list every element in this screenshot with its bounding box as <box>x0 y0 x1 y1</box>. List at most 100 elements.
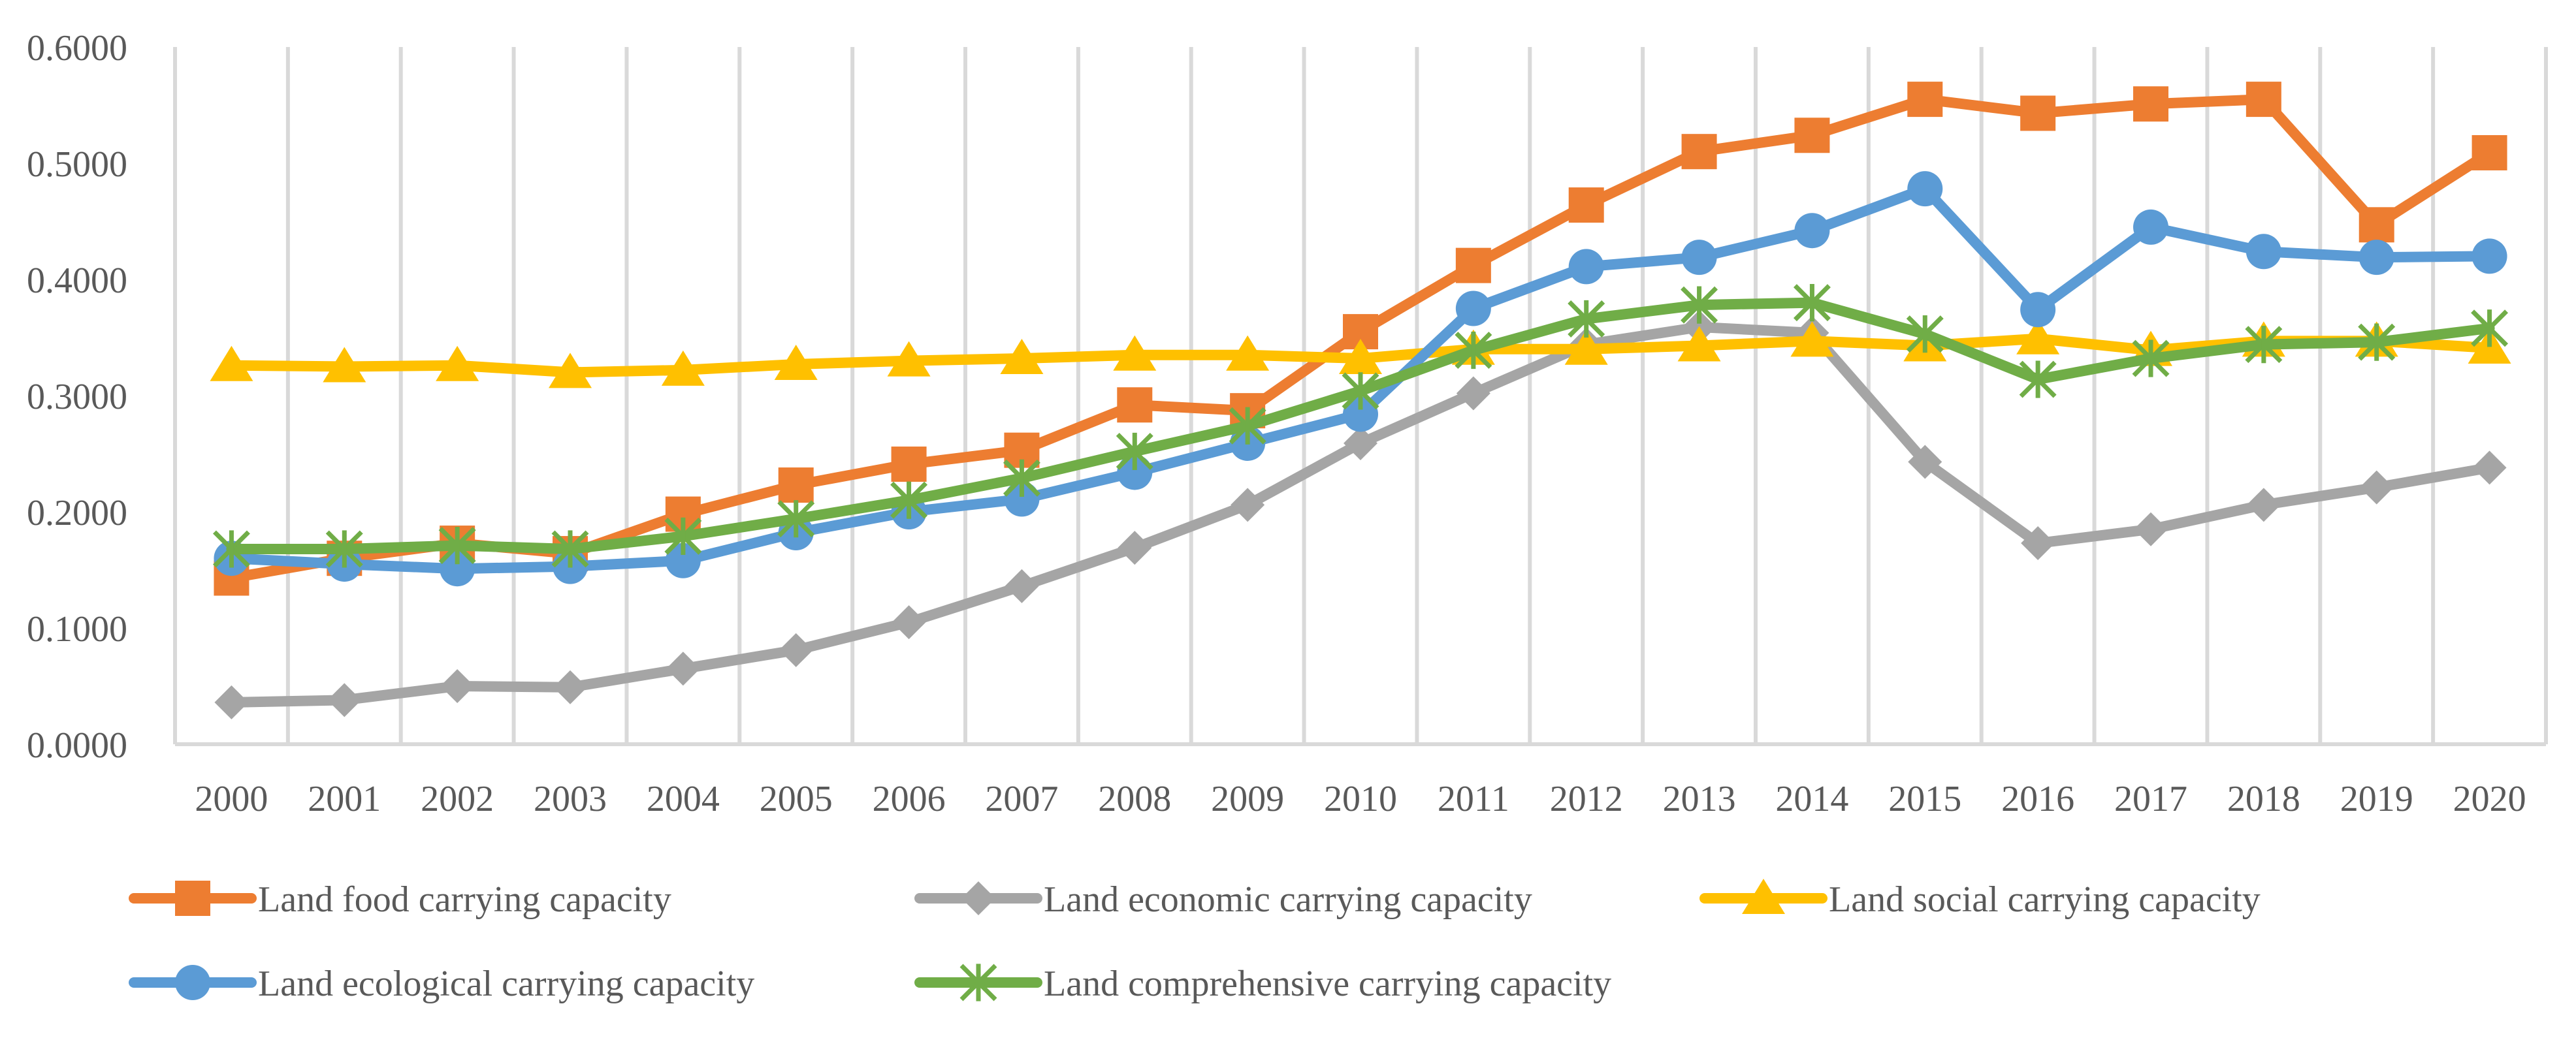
x-tick-label: 2020 <box>2453 779 2526 819</box>
data-point-star <box>438 527 476 565</box>
data-point-triangle <box>549 353 592 388</box>
y-tick-label: 0.5000 <box>27 144 127 185</box>
data-point-diamond <box>1005 569 1039 603</box>
data-point-triangle <box>210 345 253 381</box>
data-point-diamond <box>2359 470 2394 505</box>
data-point-diamond <box>892 605 926 640</box>
data-point-diamond <box>1231 488 1265 522</box>
x-tick-label: 2019 <box>2340 779 2413 819</box>
x-tick-label: 2014 <box>1775 779 1848 819</box>
data-point-square <box>175 881 210 916</box>
data-point-diamond <box>2134 512 2168 546</box>
data-point-star <box>1003 459 1040 497</box>
data-point-diamond <box>214 685 249 719</box>
data-point-triangle <box>661 350 705 386</box>
data-point-star <box>2019 360 2057 398</box>
x-tick-label: 2007 <box>985 779 1058 819</box>
x-tick-label: 2008 <box>1098 779 1171 819</box>
data-point-circle <box>1117 454 1153 490</box>
data-point-star <box>1229 407 1266 445</box>
x-tick-label: 2006 <box>873 779 946 819</box>
data-point-triangle <box>1742 879 1785 914</box>
legend-label: Land economic carrying capacity <box>1044 879 1532 920</box>
data-point-triangle <box>1000 339 1044 375</box>
data-point-square <box>1907 82 1943 118</box>
data-point-circle <box>1907 171 1943 207</box>
data-point-diamond <box>1344 426 1377 460</box>
x-tick-label: 2016 <box>2001 779 2074 819</box>
data-point-circle <box>2246 234 2281 270</box>
data-point-circle <box>665 543 701 578</box>
x-tick-label: 2001 <box>308 779 381 819</box>
y-tick-label: 0.1000 <box>27 609 127 650</box>
data-point-triangle <box>323 347 366 383</box>
series-square <box>214 82 2507 596</box>
data-point-square <box>2020 95 2056 131</box>
data-point-circle <box>1794 213 1830 249</box>
data-point-diamond <box>779 633 813 667</box>
data-point-star <box>551 530 589 568</box>
data-point-circle <box>2471 238 2507 274</box>
data-point-diamond <box>2021 526 2055 561</box>
x-tick-label: 2004 <box>647 779 720 819</box>
data-point-triangle <box>1790 321 1834 357</box>
legend-label: Land food carrying capacity <box>258 879 671 920</box>
data-point-diamond <box>1456 376 1490 411</box>
legend-item: Land ecological carrying capacity <box>129 964 754 1004</box>
data-point-star <box>1568 300 1605 338</box>
data-point-diamond <box>440 669 475 703</box>
data-point-diamond <box>2246 488 2281 522</box>
x-tick-label: 2015 <box>1888 779 1961 819</box>
data-point-triangle <box>2016 319 2060 354</box>
series-star <box>212 284 2509 568</box>
legend-item: Land economic carrying capacity <box>914 879 1532 920</box>
y-tick-label: 0.6000 <box>27 28 127 69</box>
x-tick-label: 2017 <box>2114 779 2187 819</box>
data-point-star <box>325 530 363 568</box>
data-point-triangle <box>1113 335 1157 371</box>
data-point-square <box>2359 207 2394 243</box>
data-point-star <box>890 481 928 519</box>
data-point-diamond <box>553 670 587 704</box>
data-point-square <box>778 467 814 503</box>
data-point-circle <box>1004 481 1040 517</box>
x-tick-label: 2009 <box>1211 779 1284 819</box>
data-point-circle <box>440 551 475 587</box>
x-tick-label: 2013 <box>1663 779 1736 819</box>
data-point-diamond <box>1908 445 1942 479</box>
x-tick-label: 2003 <box>534 779 607 819</box>
data-point-circle <box>1568 249 1604 285</box>
data-point-circle <box>1455 291 1491 326</box>
data-point-circle <box>2133 209 2168 245</box>
data-point-diamond <box>327 683 362 717</box>
legend-item: Land comprehensive carrying capacity <box>914 964 1611 1004</box>
legend-label: Land comprehensive carrying capacity <box>1044 964 1611 1004</box>
x-tick-label: 2018 <box>2227 779 2300 819</box>
data-point-star <box>2358 323 2396 361</box>
data-point-star <box>1906 315 1944 353</box>
data-point-star <box>212 530 250 568</box>
legend-item: Land social carrying capacity <box>1699 879 2261 920</box>
data-point-square <box>1794 118 1830 153</box>
y-tick-label: 0.0000 <box>27 725 127 766</box>
data-point-triangle <box>1339 339 1382 375</box>
data-point-star <box>2245 326 2283 364</box>
data-point-diamond <box>666 652 700 686</box>
legend-item: Land food carrying capacity <box>129 879 671 920</box>
data-point-triangle <box>436 345 479 381</box>
data-point-circle <box>1343 396 1378 432</box>
data-point-star <box>1681 286 1718 324</box>
x-tick-label: 2005 <box>760 779 833 819</box>
y-tick-label: 0.4000 <box>27 260 127 301</box>
axes: 0.0000 0.1000 0.2000 0.3000 0.4000 0.5000 0.60… <box>27 28 2546 819</box>
data-point-circle <box>2359 240 2394 275</box>
data-point-circle <box>1681 240 1717 275</box>
data-point-triangle <box>774 344 818 380</box>
x-tick-label: 2010 <box>1324 779 1397 819</box>
data-point-square <box>1568 187 1604 223</box>
data-point-star <box>2471 309 2509 347</box>
data-point-diamond <box>961 881 995 915</box>
data-point-triangle <box>1677 326 1721 362</box>
data-point-square <box>1117 387 1153 423</box>
